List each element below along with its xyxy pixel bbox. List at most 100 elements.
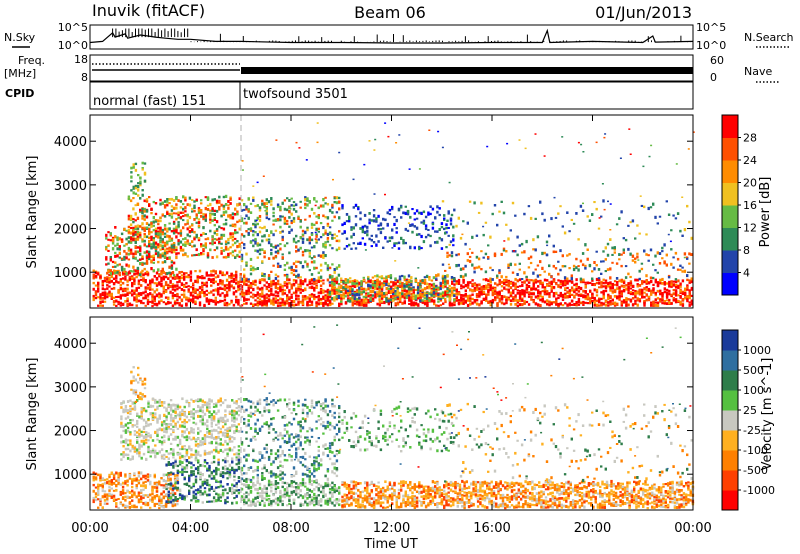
data-cell	[436, 230, 439, 233]
data-cell	[335, 298, 339, 301]
data-cell	[338, 196, 341, 200]
data-cell	[404, 211, 407, 215]
data-cell	[240, 280, 244, 283]
data-cell	[279, 243, 282, 246]
data-cell	[267, 217, 271, 221]
data-cell	[413, 225, 416, 228]
data-cell	[295, 303, 298, 306]
data-cell	[186, 219, 189, 223]
data-cell	[383, 284, 386, 286]
data-cell	[670, 285, 673, 288]
data-cell	[177, 242, 180, 246]
data-cell	[224, 210, 228, 214]
data-cell	[256, 267, 259, 270]
data-cell	[459, 236, 463, 240]
data-cell	[636, 290, 639, 293]
data-cell	[564, 292, 567, 295]
data-cell	[150, 255, 153, 259]
data-cell	[487, 279, 490, 283]
data-cell	[371, 299, 375, 302]
data-cell	[146, 273, 150, 276]
data-cell	[466, 303, 470, 307]
data-cell	[525, 300, 529, 304]
data-cell	[263, 225, 266, 229]
data-cell	[448, 297, 451, 301]
data-cell	[586, 297, 590, 301]
data-cell	[586, 257, 589, 261]
data-cell	[196, 275, 199, 279]
data-cell	[94, 271, 98, 275]
data-cell	[158, 295, 161, 299]
data-cell	[213, 230, 216, 234]
data-cell	[313, 223, 316, 226]
data-cell	[137, 293, 141, 297]
data-cell	[494, 298, 497, 302]
data-cell	[304, 295, 307, 298]
data-cell	[210, 273, 213, 277]
data-cell	[324, 302, 327, 305]
data-cell	[148, 228, 151, 231]
data-cell	[415, 226, 419, 230]
data-cell	[286, 299, 289, 303]
data-cell	[108, 293, 111, 297]
data-cell	[338, 302, 341, 306]
data-cell	[301, 237, 305, 241]
data-cell	[667, 213, 671, 216]
data-cell	[425, 297, 429, 301]
data-cell	[105, 233, 108, 237]
data-cell	[647, 206, 650, 211]
data-cell	[315, 200, 318, 203]
data-cell	[166, 230, 169, 233]
data-cell	[308, 297, 311, 300]
data-cell	[164, 296, 168, 299]
data-cell	[129, 241, 133, 244]
data-cell	[507, 267, 510, 269]
data-cell	[295, 265, 298, 269]
data-cell	[348, 215, 351, 219]
data-cell	[566, 211, 569, 214]
data-cell	[119, 287, 122, 291]
data-cell	[500, 280, 504, 284]
data-cell	[157, 243, 160, 246]
data-cell	[288, 199, 291, 202]
data-cell	[575, 301, 578, 304]
data-cell	[388, 239, 392, 242]
data-cell	[176, 284, 179, 288]
data-cell	[239, 280, 242, 284]
data-cell	[464, 293, 467, 296]
data-cell	[142, 273, 145, 277]
data-cell	[668, 280, 671, 283]
data-cell	[134, 230, 137, 234]
data-cell	[261, 289, 264, 292]
data-cell	[586, 215, 589, 218]
data-cell	[295, 274, 298, 278]
data-cell	[672, 283, 675, 287]
data-cell	[645, 298, 648, 302]
data-cell	[127, 240, 131, 244]
data-cell	[624, 265, 628, 268]
data-cell	[123, 270, 126, 273]
data-cell	[441, 200, 445, 203]
data-cell	[449, 217, 453, 220]
data-cell	[451, 280, 454, 283]
data-cell	[315, 266, 318, 270]
data-cell	[152, 256, 155, 259]
data-cell	[393, 216, 396, 219]
data-cell	[541, 286, 544, 289]
data-cell	[532, 279, 535, 283]
data-cell	[194, 302, 197, 305]
data-cell	[388, 213, 392, 216]
data-cell	[256, 256, 259, 259]
data-cell	[245, 252, 248, 256]
nave-label: Nave	[744, 65, 772, 78]
data-cell	[231, 254, 235, 257]
data-cell	[261, 286, 264, 290]
data-cell	[407, 279, 411, 282]
data-cell	[304, 297, 307, 301]
data-cell	[408, 290, 411, 293]
data-cell	[191, 207, 194, 210]
data-cell	[270, 287, 273, 291]
data-cell	[152, 238, 155, 242]
colorbar-swatch	[722, 250, 738, 273]
data-cell	[371, 283, 375, 287]
